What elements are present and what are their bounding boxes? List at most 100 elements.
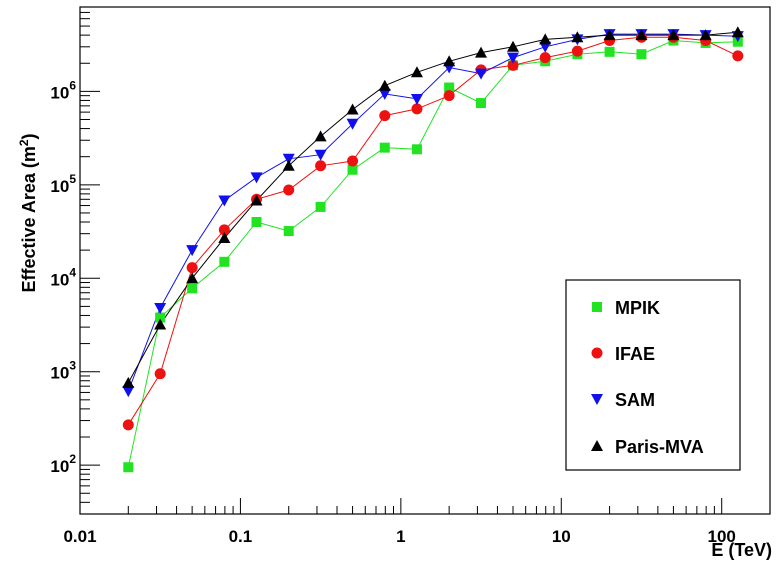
legend-label-ifae: IFAE bbox=[615, 344, 655, 364]
data-point-paris-mva bbox=[603, 29, 616, 41]
y-tick-label: 103 bbox=[50, 359, 76, 383]
legend-marker-ifae bbox=[591, 347, 603, 359]
data-point-mpik bbox=[444, 82, 455, 93]
data-point-paris-mva bbox=[314, 130, 327, 142]
x-tick-label: 10 bbox=[552, 527, 571, 546]
series-sam-markers bbox=[122, 29, 744, 398]
data-point-mpik bbox=[411, 144, 422, 155]
data-point-sam bbox=[314, 149, 327, 161]
y-axis-title: Effective Area (m2) bbox=[17, 133, 39, 292]
x-tick-label: 0.01 bbox=[63, 527, 96, 546]
legend-entry-paris-mva: Paris-MVA bbox=[591, 437, 704, 457]
data-point-sam bbox=[122, 386, 135, 398]
data-point-ifae bbox=[411, 103, 423, 115]
data-point-sam bbox=[378, 88, 391, 100]
data-point-paris-mva bbox=[250, 194, 263, 206]
legend-marker-mpik bbox=[592, 302, 602, 312]
y-tick-label-base: 10 bbox=[50, 83, 69, 102]
data-point-sam bbox=[154, 303, 167, 315]
x-axis-ticks bbox=[79, 498, 771, 514]
data-point-ifae bbox=[539, 52, 551, 64]
legend-entry-sam: SAM bbox=[591, 390, 655, 410]
x-tick-label: 100 bbox=[708, 527, 736, 546]
y-tick-label-base: 10 bbox=[50, 177, 69, 196]
legend-marker-paris-mva bbox=[591, 440, 603, 451]
legend-marker-sam bbox=[591, 394, 603, 405]
y-tick-label-exponent: 5 bbox=[69, 172, 76, 186]
data-point-mpik bbox=[187, 283, 198, 294]
y-tick-label-exponent: 4 bbox=[69, 265, 76, 279]
legend-entry-ifae: IFAE bbox=[591, 344, 655, 364]
data-point-mpik bbox=[347, 164, 358, 175]
data-point-paris-mva bbox=[378, 79, 391, 91]
data-point-mpik bbox=[219, 256, 230, 267]
y-axis-title-main: Effective Area (m bbox=[19, 146, 39, 292]
series-paris-mva-markers bbox=[122, 26, 744, 388]
y-tick-label: 106 bbox=[50, 78, 76, 102]
data-point-paris-mva bbox=[186, 272, 199, 284]
x-tick-label: 1 bbox=[396, 527, 405, 546]
data-point-ifae bbox=[154, 368, 166, 380]
y-tick-label-base: 10 bbox=[50, 364, 69, 383]
series-line-sam bbox=[127, 33, 738, 392]
data-point-ifae bbox=[347, 155, 359, 167]
data-point-paris-mva bbox=[122, 376, 135, 388]
data-point-ifae bbox=[283, 184, 295, 196]
data-point-sam bbox=[539, 41, 552, 53]
data-point-sam bbox=[218, 195, 231, 207]
data-point-paris-mva bbox=[475, 46, 488, 58]
data-point-paris-mva bbox=[410, 66, 423, 78]
y-tick-label: 102 bbox=[50, 452, 76, 476]
data-point-paris-mva bbox=[154, 318, 167, 330]
data-point-paris-mva bbox=[699, 29, 712, 41]
data-point-paris-mva bbox=[218, 231, 231, 243]
data-point-ifae bbox=[732, 50, 744, 62]
data-point-ifae bbox=[122, 419, 134, 431]
data-point-sam bbox=[250, 172, 263, 184]
legend: MPIK IFAE SAM Paris-MVA bbox=[565, 279, 741, 471]
y-tick-label-base: 10 bbox=[50, 270, 69, 289]
data-point-mpik bbox=[315, 201, 326, 212]
y-axis-title-close: ) bbox=[19, 133, 39, 139]
data-point-mpik bbox=[636, 49, 647, 60]
data-point-ifae bbox=[186, 262, 198, 274]
data-point-sam bbox=[410, 93, 423, 105]
data-point-sam bbox=[186, 245, 199, 257]
y-axis-ticks bbox=[80, 6, 100, 515]
series-line-paris-mva bbox=[127, 31, 738, 384]
legend-label-sam: SAM bbox=[615, 390, 655, 410]
data-point-ifae bbox=[443, 90, 455, 102]
data-point-mpik bbox=[604, 46, 615, 57]
x-axis-title: E (TeV) bbox=[711, 540, 772, 560]
y-tick-label-exponent: 6 bbox=[69, 78, 76, 92]
data-point-mpik bbox=[283, 226, 294, 237]
data-point-sam bbox=[346, 118, 359, 130]
legend-label-paris-mva: Paris-MVA bbox=[615, 437, 704, 457]
data-point-sam bbox=[282, 153, 295, 165]
legend-entry-mpik: MPIK bbox=[592, 298, 660, 318]
data-point-mpik bbox=[251, 217, 262, 228]
data-point-mpik bbox=[379, 142, 390, 153]
x-axis-tick-labels: 0.01 0.1 1 10 100 bbox=[63, 527, 735, 546]
data-point-paris-mva bbox=[346, 103, 359, 115]
series-line-mpik bbox=[127, 39, 738, 468]
data-point-paris-mva bbox=[635, 29, 648, 41]
y-tick-label: 105 bbox=[50, 172, 76, 196]
data-point-mpik bbox=[155, 312, 166, 323]
data-point-ifae bbox=[379, 110, 391, 122]
data-point-paris-mva bbox=[282, 159, 295, 171]
data-point-mpik bbox=[476, 98, 487, 109]
data-point-paris-mva bbox=[539, 33, 552, 45]
legend-label-mpik: MPIK bbox=[615, 298, 660, 318]
data-point-ifae bbox=[315, 160, 327, 172]
y-axis-title-superscript: 2 bbox=[17, 139, 31, 146]
data-point-ifae bbox=[507, 59, 519, 71]
data-point-paris-mva bbox=[443, 55, 456, 67]
y-tick-label-base: 10 bbox=[50, 457, 69, 476]
y-tick-label: 104 bbox=[50, 265, 76, 289]
data-point-paris-mva bbox=[506, 40, 519, 52]
data-point-paris-mva bbox=[571, 31, 584, 43]
series-lines bbox=[127, 31, 739, 468]
